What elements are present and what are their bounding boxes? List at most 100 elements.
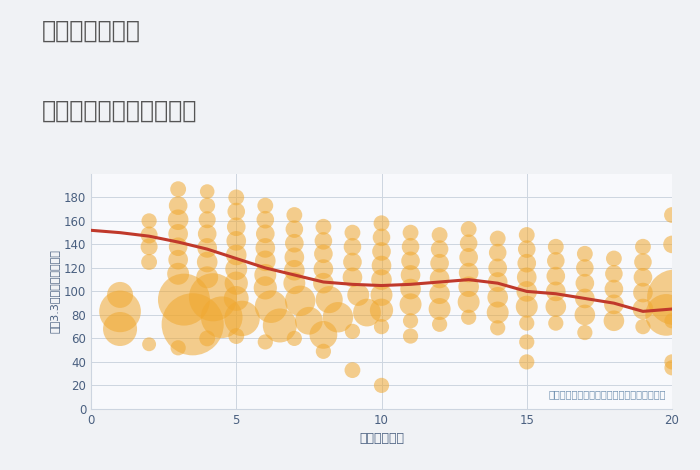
Point — [492, 293, 503, 301]
Point — [638, 289, 649, 296]
Point — [172, 270, 183, 277]
Point — [318, 223, 329, 230]
Point — [260, 257, 271, 265]
Point — [521, 320, 532, 327]
Point — [231, 208, 242, 215]
Text: 円の大きさは、取引のあった物件面積を示す: 円の大きさは、取引のあった物件面積を示す — [549, 390, 666, 400]
Point — [289, 279, 300, 287]
Point — [231, 251, 242, 258]
Point — [580, 279, 591, 287]
Point — [521, 245, 532, 253]
Point — [144, 231, 155, 239]
Point — [114, 307, 126, 315]
Point — [231, 223, 242, 230]
Point — [492, 309, 503, 316]
Point — [376, 262, 387, 269]
Point — [231, 237, 242, 244]
Point — [521, 274, 532, 281]
Point — [318, 348, 329, 355]
Point — [638, 258, 649, 266]
Point — [172, 256, 183, 263]
Point — [669, 293, 680, 301]
Point — [260, 271, 271, 279]
Point — [405, 317, 416, 324]
Point — [463, 269, 475, 276]
Point — [144, 258, 155, 266]
Point — [608, 301, 620, 308]
Point — [434, 259, 445, 267]
Point — [492, 278, 503, 286]
Point — [361, 309, 372, 316]
Point — [666, 241, 678, 248]
Point — [463, 253, 475, 261]
Point — [346, 274, 358, 281]
Point — [318, 237, 329, 244]
Point — [405, 332, 416, 340]
Point — [202, 188, 213, 195]
Point — [463, 283, 475, 290]
Text: 兵庫県稲野駅の: 兵庫県稲野駅の — [42, 19, 141, 43]
Point — [231, 295, 242, 302]
Point — [172, 216, 183, 223]
Point — [202, 335, 213, 342]
Point — [318, 331, 329, 338]
Point — [274, 321, 286, 329]
Point — [178, 296, 190, 304]
Point — [521, 259, 532, 267]
Point — [463, 225, 475, 233]
Point — [405, 229, 416, 236]
Point — [434, 231, 445, 239]
Point — [289, 225, 300, 233]
Point — [303, 317, 314, 324]
Point — [463, 313, 475, 321]
Point — [492, 324, 503, 332]
Point — [661, 311, 672, 319]
Point — [353, 291, 364, 299]
Point — [492, 264, 503, 272]
Point — [295, 297, 306, 305]
Point — [608, 255, 620, 262]
Point — [521, 338, 532, 346]
Point — [434, 245, 445, 253]
Point — [666, 211, 678, 219]
Point — [231, 265, 242, 273]
Point — [265, 303, 276, 310]
Point — [346, 328, 358, 335]
Point — [580, 250, 591, 258]
Point — [376, 306, 387, 314]
Point — [231, 194, 242, 201]
Point — [550, 288, 561, 295]
Point — [434, 321, 445, 328]
Point — [231, 279, 242, 287]
Point — [376, 323, 387, 330]
Point — [376, 291, 387, 299]
Point — [550, 257, 561, 265]
Point — [172, 202, 183, 209]
Point — [608, 270, 620, 277]
Point — [172, 230, 183, 237]
Point — [237, 315, 248, 322]
Point — [638, 243, 649, 251]
Point — [202, 216, 213, 223]
Point — [638, 323, 649, 330]
Point — [666, 364, 678, 371]
Point — [202, 230, 213, 237]
Point — [580, 295, 591, 302]
Point — [260, 216, 271, 223]
Point — [550, 272, 561, 280]
Point — [463, 239, 475, 247]
Point — [550, 243, 561, 251]
Point — [260, 202, 271, 209]
Point — [492, 235, 503, 243]
Point — [521, 358, 532, 366]
Point — [346, 258, 358, 266]
Point — [216, 313, 228, 321]
Point — [144, 243, 155, 251]
Point — [172, 185, 183, 193]
Point — [376, 219, 387, 227]
Point — [580, 264, 591, 272]
Point — [332, 313, 344, 321]
Point — [260, 338, 271, 346]
Point — [231, 332, 242, 340]
Point — [318, 250, 329, 258]
